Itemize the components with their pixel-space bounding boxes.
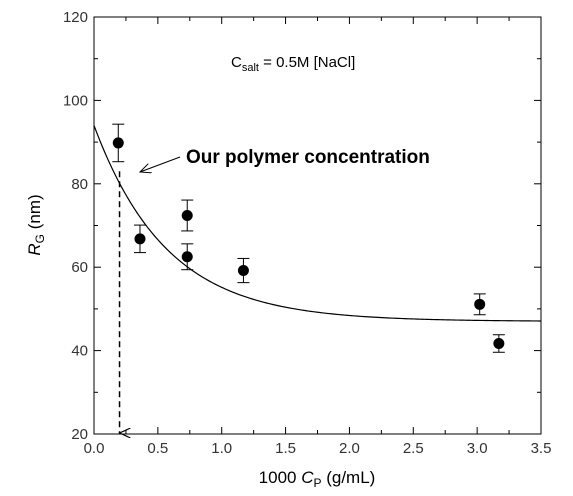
- data-point: [493, 338, 505, 350]
- x-tick-label: 3.0: [467, 440, 488, 457]
- y-tick-label: 120: [63, 9, 88, 26]
- fit-curve: [93, 125, 542, 322]
- callout-arrow: [140, 156, 181, 172]
- data-point: [112, 137, 124, 149]
- x-tick-label: 2.5: [403, 440, 424, 457]
- x-tick-label: 2.0: [339, 440, 360, 457]
- x-tick-label: 3.5: [531, 440, 552, 457]
- data-point: [181, 251, 193, 263]
- polymer-concentration-annotation: Our polymer concentration: [186, 147, 430, 168]
- y-axis-title: RG (nm): [25, 194, 47, 255]
- plot-frame: [93, 16, 542, 435]
- x-tick-label: 0.5: [147, 440, 168, 457]
- y-tick-label: 40: [71, 343, 88, 360]
- x-tick-label: 0.0: [84, 440, 105, 457]
- axis-ticks: [93, 16, 542, 435]
- y-tick-label: 20: [71, 426, 88, 443]
- data-point: [474, 298, 486, 310]
- data-points: [112, 137, 505, 350]
- salt-annotation: Csalt = 0.5M [NaCl]: [231, 54, 355, 74]
- tick-labels: 0.0 0.5 1.0 1.5 2.0 2.5 3.0 3.5 20 40 60 80 100 120: [63, 9, 551, 457]
- data-point: [237, 265, 249, 277]
- y-tick-label: 100: [63, 92, 88, 109]
- x-tick-label: 1.0: [211, 440, 232, 457]
- x-tick-label: 1.5: [275, 440, 296, 457]
- y-tick-label: 80: [71, 176, 88, 193]
- data-point: [134, 233, 146, 245]
- data-point: [181, 209, 193, 221]
- x-axis-title: 1000 CP (g/mL): [259, 468, 376, 490]
- y-tick-label: 60: [71, 259, 88, 276]
